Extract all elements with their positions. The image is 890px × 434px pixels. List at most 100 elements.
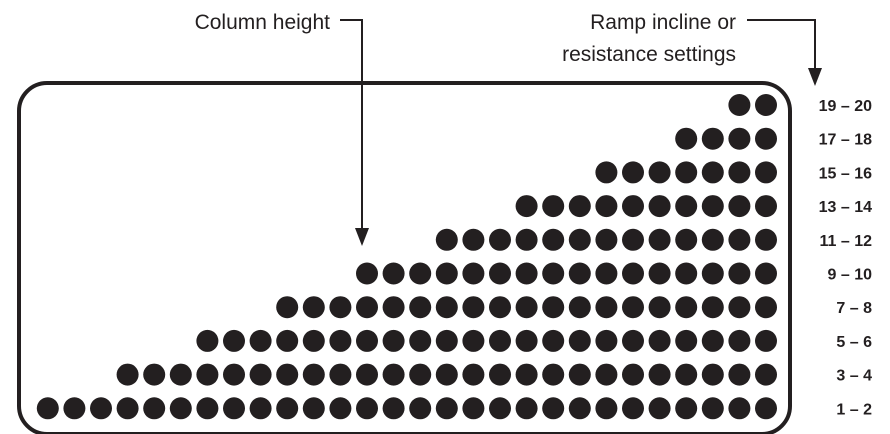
- setting-label: 7 – 8: [836, 300, 872, 317]
- setting-label: 13 – 14: [819, 199, 872, 216]
- level-dot: [409, 262, 432, 285]
- level-dot: [515, 296, 538, 319]
- level-dot: [329, 329, 352, 352]
- level-dot: [356, 329, 378, 352]
- level-dot: [755, 94, 777, 116]
- level-dot: [648, 296, 671, 319]
- level-dot: [356, 262, 378, 285]
- level-dot: [223, 363, 245, 386]
- level-dot: [755, 296, 777, 319]
- level-dot: [622, 195, 644, 218]
- level-dot: [542, 296, 565, 319]
- level-dot: [409, 397, 432, 420]
- level-dot: [302, 397, 325, 420]
- level-dot: [462, 363, 485, 386]
- level-dot: [169, 397, 192, 420]
- level-dot: [356, 296, 378, 319]
- level-dot: [595, 161, 618, 184]
- level-dot: [169, 363, 192, 386]
- level-dot: [356, 397, 378, 420]
- level-dot: [622, 262, 644, 285]
- level-dot: [462, 296, 485, 319]
- level-dot: [223, 397, 245, 420]
- level-dot: [648, 262, 671, 285]
- level-dot: [329, 397, 352, 420]
- level-dot: [329, 296, 352, 319]
- display-frame: [17, 81, 792, 434]
- level-dot: [116, 397, 139, 420]
- level-dot: [622, 329, 644, 352]
- level-dot: [489, 397, 511, 420]
- level-dot: [755, 397, 777, 420]
- level-dot: [462, 329, 485, 352]
- level-dot: [568, 228, 591, 251]
- setting-label: 19 – 20: [819, 98, 872, 115]
- level-dot: [622, 228, 644, 251]
- level-dot: [675, 363, 698, 386]
- level-dot: [329, 363, 352, 386]
- level-dot: [568, 195, 591, 218]
- level-dot: [489, 296, 511, 319]
- level-dot: [755, 195, 777, 218]
- level-dot: [435, 363, 458, 386]
- ramp-callout-line1: Ramp incline or: [590, 11, 736, 34]
- level-dot: [382, 363, 405, 386]
- level-dot: [701, 262, 724, 285]
- level-dot: [63, 397, 86, 420]
- ramp-callout-line2: resistance settings: [562, 43, 736, 66]
- level-dot: [302, 363, 325, 386]
- level-dot: [622, 363, 644, 386]
- level-dot: [515, 363, 538, 386]
- level-dot: [276, 329, 299, 352]
- level-dot: [302, 329, 325, 352]
- level-dot: [568, 363, 591, 386]
- setting-label: 1 – 2: [836, 401, 872, 418]
- level-dot: [196, 363, 219, 386]
- level-dot: [622, 397, 644, 420]
- level-dot: [356, 363, 378, 386]
- level-dot: [755, 363, 777, 386]
- level-dot: [568, 262, 591, 285]
- level-dot: [568, 296, 591, 319]
- level-dot: [462, 262, 485, 285]
- level-dot: [435, 397, 458, 420]
- level-dot: [595, 397, 618, 420]
- setting-label: 17 – 18: [819, 132, 872, 149]
- level-dot: [568, 329, 591, 352]
- level-dot: [675, 195, 698, 218]
- level-dot: [515, 195, 538, 218]
- level-dot: [728, 296, 751, 319]
- ramp-leader-line: [747, 19, 816, 70]
- level-dot: [542, 228, 565, 251]
- level-dot: [755, 329, 777, 352]
- level-dot: [542, 195, 565, 218]
- level-dot: [595, 262, 618, 285]
- level-dot: [701, 329, 724, 352]
- level-dot: [675, 161, 698, 184]
- level-dot: [568, 397, 591, 420]
- level-dot: [728, 363, 751, 386]
- level-dot: [701, 228, 724, 251]
- level-dot: [755, 262, 777, 285]
- level-dot: [409, 329, 432, 352]
- level-dot: [515, 397, 538, 420]
- level-dot: [382, 262, 405, 285]
- level-dot: [435, 329, 458, 352]
- level-dot: [675, 296, 698, 319]
- level-dot: [489, 228, 511, 251]
- level-dot: [196, 397, 219, 420]
- level-dot: [515, 228, 538, 251]
- level-dot: [648, 363, 671, 386]
- level-dot: [143, 363, 166, 386]
- level-dot: [755, 161, 777, 184]
- level-dot: [755, 127, 777, 150]
- level-dot: [409, 296, 432, 319]
- level-dot: [675, 329, 698, 352]
- level-dot: [276, 363, 299, 386]
- column-height-arrowhead: [355, 228, 369, 246]
- level-dot: [542, 363, 565, 386]
- level-dot: [728, 195, 751, 218]
- level-dot: [116, 363, 139, 386]
- level-dot: [648, 195, 671, 218]
